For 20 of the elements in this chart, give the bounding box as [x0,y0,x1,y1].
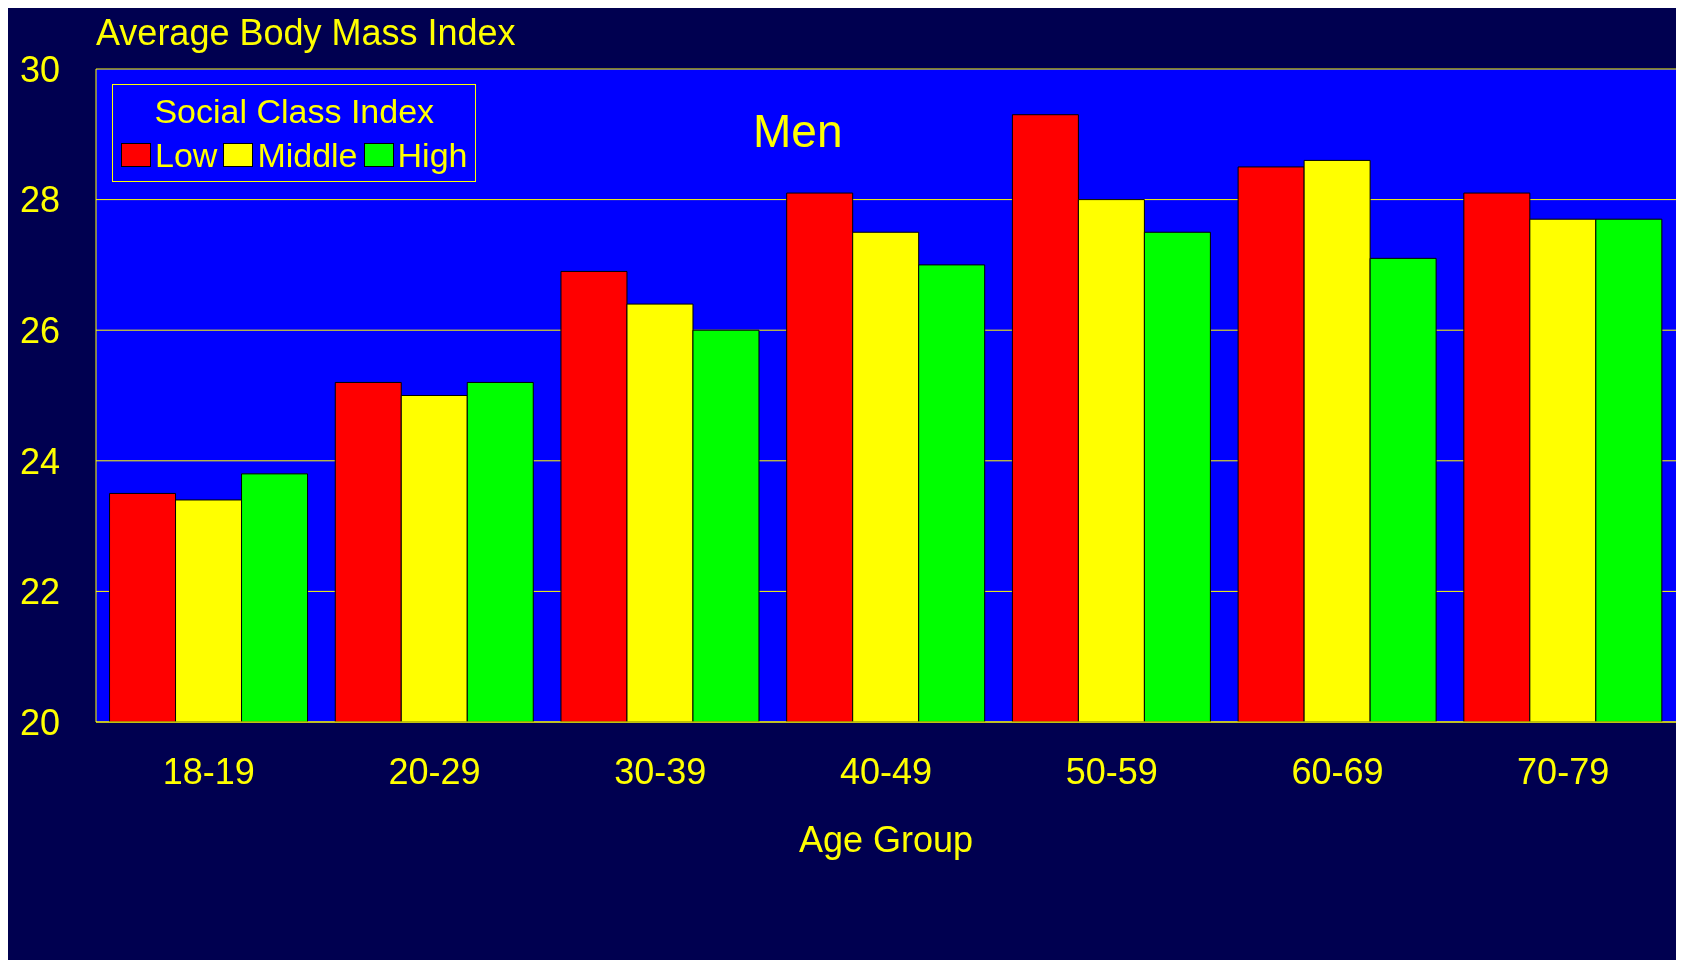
chart-title: Average Body Mass Index [96,12,516,54]
y-tick-label: 22 [19,571,60,613]
legend-label: High [396,135,468,176]
y-tick-label: 28 [19,179,60,221]
x-tick-label: 50-59 [1065,750,1158,792]
legend-label: Low [154,135,218,176]
x-tick-label: 18-19 [162,750,255,792]
y-tick-label: 26 [19,309,60,351]
y-tick-label: 30 [19,48,60,90]
annotation: Men [753,104,843,158]
x-tick-label: 40-49 [839,750,933,792]
x-tick-label: 30-39 [614,750,707,792]
y-tick-label: 24 [19,440,60,482]
x-tick-label: 70-79 [1517,750,1610,792]
legend-title: Social Class Index [153,91,436,132]
y-tick-label: 20 [19,701,60,743]
x-tick-label: 60-69 [1291,750,1384,792]
x-tick-label: 20-29 [388,750,481,792]
x-axis-title: Age Group [798,819,974,860]
legend-label: Middle [256,135,358,176]
